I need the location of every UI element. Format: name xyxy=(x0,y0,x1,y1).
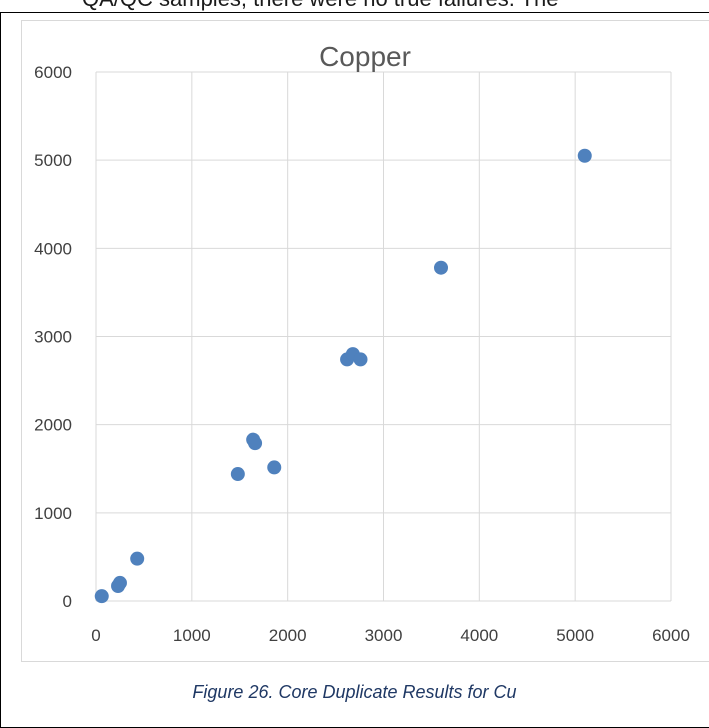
data-point xyxy=(230,467,245,482)
x-tick-label: 4000 xyxy=(460,626,498,645)
x-tick-label: 3000 xyxy=(365,626,403,645)
y-tick-label: 3000 xyxy=(34,328,72,347)
header-text: QA/QC samples, there were no true failur… xyxy=(82,0,558,12)
y-tick-label: 2000 xyxy=(34,416,72,435)
data-point xyxy=(112,575,127,590)
grid xyxy=(95,71,672,602)
data-point xyxy=(248,436,263,451)
data-point xyxy=(94,589,109,604)
y-tick-label: 6000 xyxy=(34,63,72,82)
x-tick-label: 5000 xyxy=(556,626,594,645)
data-point xyxy=(577,148,592,163)
data-point xyxy=(267,460,282,475)
data-point xyxy=(130,551,145,566)
data-point xyxy=(434,260,448,275)
tick-labels: 0 1000 2000 3000 4000 5000 6000 0 1000 2000 3000 40… xyxy=(34,63,690,645)
y-tick-label: 1000 xyxy=(34,504,72,523)
chart-title: Copper xyxy=(319,41,411,72)
y-tick-label: 4000 xyxy=(34,239,72,258)
data-points xyxy=(94,148,592,604)
data-point xyxy=(353,352,368,367)
y-tick-label: 0 xyxy=(63,592,72,611)
y-tick-label: 5000 xyxy=(34,151,72,170)
x-tick-label: 0 xyxy=(91,626,100,645)
x-tick-label: 2000 xyxy=(269,626,307,645)
x-tick-label: 1000 xyxy=(173,626,211,645)
x-tick-label: 6000 xyxy=(652,626,690,645)
figure-caption: Figure 26. Core Duplicate Results for Cu xyxy=(192,682,517,702)
